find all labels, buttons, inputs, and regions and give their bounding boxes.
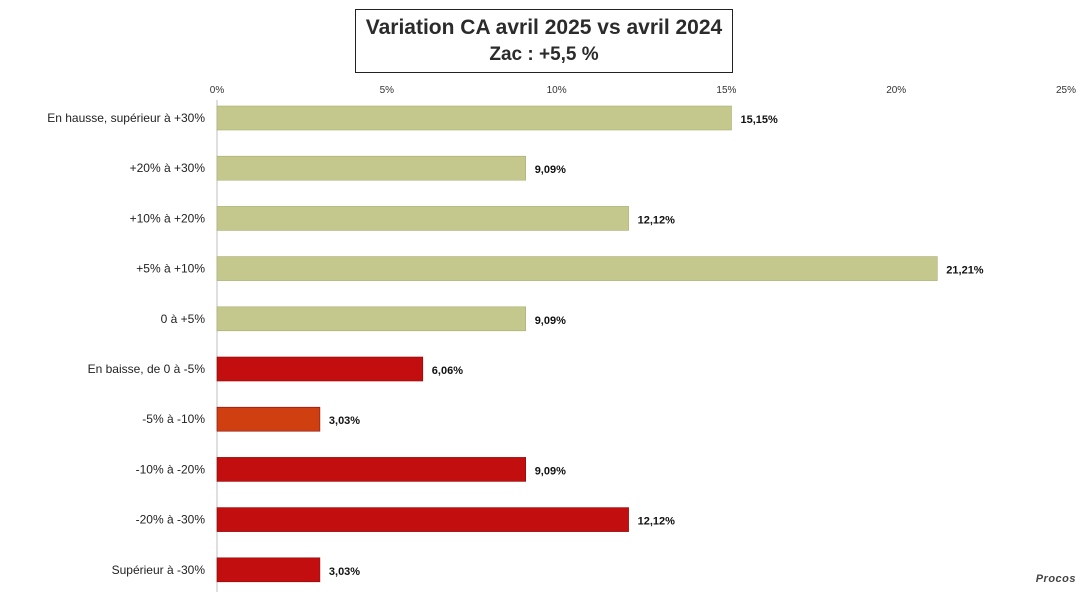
category-label: -20% à -30% (136, 513, 206, 527)
value-label: 21,21% (946, 265, 984, 277)
chart-title-box: Variation CA avril 2025 vs avril 2024 Za… (355, 9, 733, 73)
value-label: 3,03% (329, 415, 360, 427)
value-label: 12,12% (638, 214, 676, 226)
value-label: 12,12% (638, 516, 676, 528)
chart-subtitle: Zac : +5,5 % (489, 44, 599, 65)
bar (216, 306, 526, 332)
bar (216, 206, 629, 231)
x-tick-label: 25% (1056, 85, 1076, 96)
bar (216, 105, 732, 131)
x-tick-label: 15% (716, 85, 736, 96)
category-label: 0 à +5% (161, 312, 206, 326)
x-tick-label: 0% (210, 85, 225, 96)
category-label: -5% à -10% (142, 412, 205, 426)
value-label: 9,09% (535, 164, 566, 176)
bar (216, 557, 321, 583)
bar (216, 356, 424, 382)
value-label: 3,03% (329, 566, 360, 578)
chart-title: Variation CA avril 2025 vs avril 2024 (365, 16, 723, 39)
category-label: En hausse, supérieur à +30% (47, 111, 205, 125)
category-label: -10% à -20% (136, 462, 206, 476)
bar (216, 256, 938, 281)
category-label: +20% à +30% (130, 161, 206, 175)
value-label: 6,06% (432, 365, 463, 377)
category-label: +10% à +20% (130, 211, 206, 225)
category-label: En baisse, de 0 à -5% (88, 362, 206, 376)
category-label: Supérieur à -30% (112, 563, 206, 577)
watermark-logo: Procos (1035, 573, 1076, 585)
bar (216, 406, 321, 432)
x-tick-label: 10% (547, 85, 567, 96)
value-label: 9,09% (535, 315, 566, 327)
value-label: 15,15% (740, 114, 778, 126)
x-tick-label: 5% (380, 85, 395, 96)
bar (216, 155, 526, 181)
bar (216, 507, 629, 532)
category-label: +5% à +10% (136, 262, 205, 276)
x-tick-label: 20% (886, 85, 906, 96)
bar (216, 457, 526, 482)
value-label: 9,09% (535, 465, 566, 477)
